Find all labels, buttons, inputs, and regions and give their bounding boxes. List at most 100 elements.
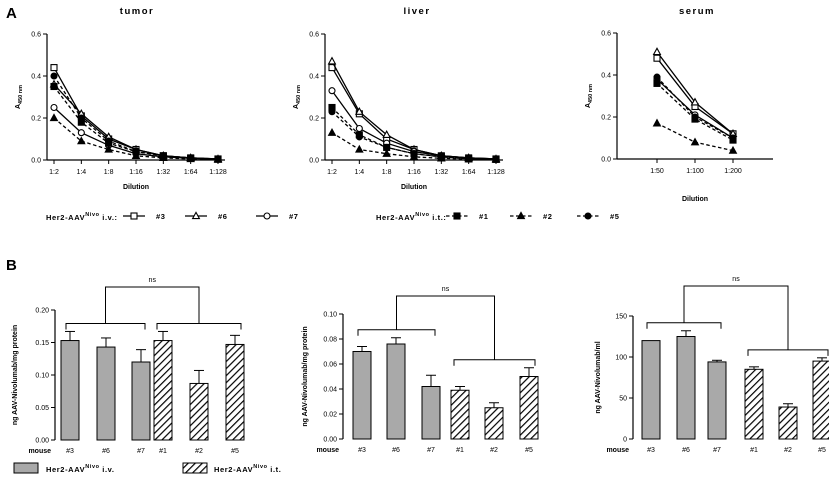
y-tick-label: 0.00 (35, 438, 49, 445)
y-tick-label: 0.0 (601, 157, 611, 164)
y-tick-label: 0.10 (35, 373, 49, 380)
significance-label: ns (732, 276, 740, 283)
y-tick-label: 0.20 (35, 308, 49, 315)
legend-label: #3 (156, 212, 166, 221)
legend-a-entries: #3 #6 #7 #1 #2 #5 (123, 211, 619, 221)
x-tick-label: #7 (137, 448, 145, 455)
data-point (653, 54, 661, 62)
bar-n3 (352, 351, 372, 440)
bar-n7 (707, 361, 727, 440)
data-point (50, 64, 58, 72)
chart-title: liver (403, 6, 430, 17)
x-tick-label: #6 (392, 447, 400, 454)
y-tick-label: 0.6 (309, 32, 319, 39)
bar-n5 (519, 376, 539, 440)
data-point (50, 82, 58, 91)
x-tick-label: #2 (784, 447, 792, 454)
series-n2 (652, 118, 738, 154)
bracket-iv (646, 322, 722, 329)
bar-n6 (676, 336, 696, 440)
y-tick-label: 0.4 (31, 74, 41, 81)
x-tick-label: #3 (66, 448, 74, 455)
x-tick-label: #5 (525, 447, 533, 454)
bracket-iv (65, 322, 146, 330)
bar-n1 (450, 389, 470, 440)
data-point (327, 127, 337, 136)
data-point (49, 113, 59, 122)
legend-marker (453, 212, 461, 220)
bracket-top (105, 286, 200, 324)
data-point (77, 129, 85, 137)
bar-n1 (153, 340, 173, 441)
legend-entry-n7: #7 (256, 212, 298, 221)
data-point (691, 113, 699, 121)
data-point (653, 73, 661, 81)
x-tick-label: 1:16 (407, 169, 421, 176)
chart-title: serum (679, 6, 715, 17)
x-tick-label: #6 (102, 448, 110, 455)
y-tick-label: 0.6 (31, 32, 41, 39)
bar-n2 (778, 406, 798, 440)
y-tick-label: 150 (615, 314, 627, 321)
x-tick-label: #6 (682, 447, 690, 454)
series-n6 (652, 47, 738, 137)
data-point (328, 87, 336, 95)
x-axis-prefix: mouse (28, 448, 51, 455)
x-tick-label: 1:128 (209, 169, 227, 176)
legend-marker (263, 212, 271, 220)
y-tick-label: 0.05 (35, 405, 49, 412)
bar-n3 (641, 340, 661, 440)
y-tick-label: 0.02 (323, 412, 337, 419)
data-point (690, 97, 700, 106)
bar-n7 (421, 386, 441, 440)
y-tick-label: 0.15 (35, 340, 49, 347)
data-point (105, 137, 113, 145)
x-tick-label: #5 (818, 447, 826, 454)
charts-layer: 0.0 0.2 0.4 0.6 1:2 1:4 1:8 1:16 1:32 1:64 1:128 tu… (12, 6, 829, 455)
bar-n1 (744, 368, 764, 440)
legend-marker (130, 212, 138, 220)
x-tick-label: #7 (427, 447, 435, 454)
x-tick-label: 1:8 (104, 169, 114, 176)
legend-b-it-swatch (182, 462, 208, 474)
legend-a-iv-label: Her2-AAVNivo i.v.: (46, 212, 118, 222)
x-tick-label: 1:200 (724, 168, 742, 175)
data-point (382, 148, 391, 157)
x-tick-label: 1:128 (487, 169, 505, 176)
legend-marker (516, 211, 526, 220)
bar-chart-3: 0 50 100 150 ng AAV-Nivolumab/ml mouse #3 #6 #7 #… (595, 276, 829, 454)
legend-b-iv-label: Her2-AAVNivo i.v. (46, 464, 115, 474)
data-point (132, 148, 140, 156)
data-point (355, 144, 364, 153)
x-axis-label: Dilution (123, 184, 149, 191)
x-tick-label: 1:16 (129, 169, 143, 176)
x-axis-prefix: mouse (316, 447, 339, 454)
x-tick-label: 1:32 (157, 169, 171, 176)
legend-marker (584, 212, 592, 220)
data-point (77, 114, 85, 122)
panel-label-a: A (6, 5, 17, 22)
x-tick-label: 1:4 (354, 169, 364, 176)
series-n5 (328, 108, 500, 163)
y-axis-label: A450 nm (293, 85, 302, 109)
legend-entry-n5: #5 (577, 212, 619, 221)
x-tick-label: 1:8 (382, 169, 392, 176)
bar-chart-2: 0.00 0.02 0.04 0.06 0.08 0.10 ng AAV-Nivolumab… (302, 286, 539, 454)
bar-n6 (386, 343, 406, 440)
data-point (50, 72, 58, 80)
y-tick-label: 100 (615, 355, 627, 362)
y-axis-label: ng AAV-Nivolumab/ml (595, 341, 602, 413)
data-point (159, 152, 167, 160)
legend-marker (191, 211, 201, 220)
data-point (383, 143, 391, 151)
y-axis-label-main: A (15, 104, 22, 109)
x-axis-label: Dilution (682, 196, 708, 203)
x-tick-label: 1:4 (76, 169, 86, 176)
legend-entry-n1: #1 (446, 212, 488, 221)
data-point (355, 106, 364, 115)
x-tick-label: 1:32 (435, 169, 449, 176)
data-point (50, 103, 58, 112)
bar-n5 (225, 343, 245, 441)
series-n5 (653, 73, 737, 142)
